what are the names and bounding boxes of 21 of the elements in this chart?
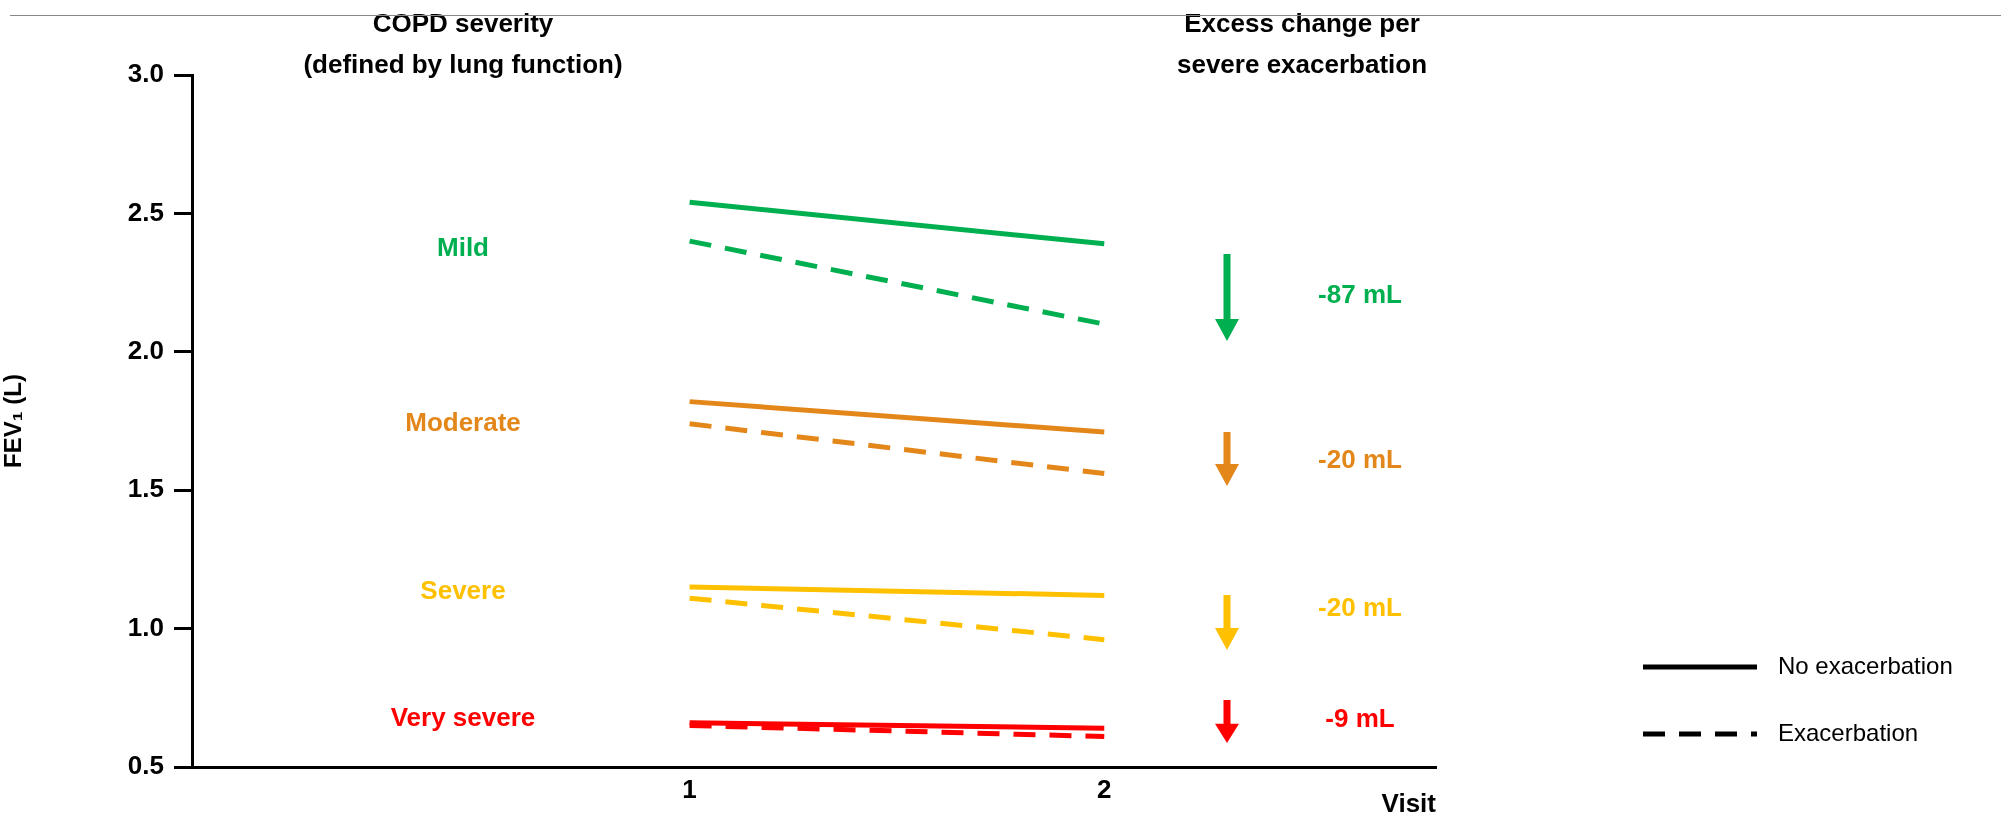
x-tick-label: 1 bbox=[682, 773, 697, 804]
annotation: -20 mL bbox=[1318, 444, 1403, 475]
text: No exacerbation bbox=[1778, 651, 1953, 679]
annotation: Severe bbox=[420, 575, 506, 606]
annotation: Very severe bbox=[390, 702, 536, 733]
y-tick-label: 2.0 bbox=[127, 334, 164, 365]
x-axis-title: Visit bbox=[1381, 787, 1437, 818]
annotation: Mild bbox=[437, 232, 489, 263]
y-tick-label: 1.0 bbox=[127, 611, 164, 642]
x-tick-label: 2 bbox=[1097, 773, 1112, 804]
y-tick-label: 0.5 bbox=[127, 750, 164, 781]
y-axis-title: FEV₁ (L) bbox=[0, 374, 27, 468]
annotation: -87 mL bbox=[1318, 279, 1403, 310]
annotation: Moderate bbox=[405, 407, 521, 438]
annotation: Excess change per severe exacerbation bbox=[1176, 8, 1428, 80]
annotation: -9 mL bbox=[1325, 703, 1395, 734]
text: Exacerbation bbox=[1778, 718, 1919, 746]
annotation: -20 mL bbox=[1318, 592, 1403, 623]
y-tick-label: 3.0 bbox=[127, 58, 164, 89]
y-tick-label: 2.5 bbox=[127, 196, 164, 227]
y-tick-label: 1.5 bbox=[127, 473, 164, 504]
